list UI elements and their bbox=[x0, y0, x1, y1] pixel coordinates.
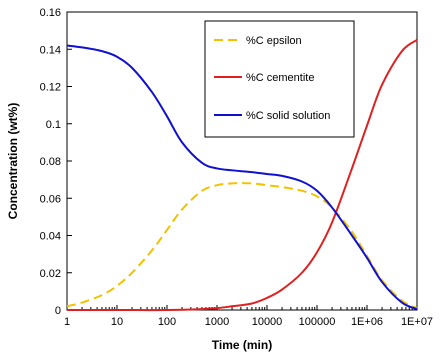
x-tick-label: 100 bbox=[158, 316, 176, 328]
y-tick-label: 0 bbox=[55, 305, 61, 317]
x-tick-label: 10 bbox=[111, 316, 123, 328]
y-tick-label: 0.08 bbox=[40, 156, 61, 168]
y-tick-label: 0.02 bbox=[40, 268, 61, 280]
x-tick-label: 1E+07 bbox=[401, 316, 433, 328]
series-line-0 bbox=[66, 182, 418, 310]
x-tick-label: 100000 bbox=[299, 316, 336, 328]
legend: %C epsilon %C cementite %C solid solution bbox=[204, 20, 355, 138]
x-axis-ticks: 1 10 100 1000 10000 100000 1E+06 1E+07 bbox=[64, 305, 433, 328]
series-line-2 bbox=[66, 44, 418, 311]
y-tick-label: 0.1 bbox=[46, 119, 61, 131]
y-tick-label: 0.16 bbox=[40, 7, 61, 19]
y-tick-label: 0.04 bbox=[40, 231, 61, 243]
y-tick-label: 0.06 bbox=[40, 193, 61, 205]
series-line-1 bbox=[67, 39, 418, 312]
y-tick-label: 0.12 bbox=[40, 82, 61, 94]
y-axis-ticks: 0 0.02 0.04 0.06 0.08 0.1 0.12 0.14 0.16 bbox=[40, 7, 72, 317]
y-axis-label: Concentration (wt%) bbox=[6, 103, 20, 220]
x-tick-label: 10000 bbox=[252, 316, 283, 328]
x-tick-label: 1 bbox=[64, 316, 70, 328]
legend-label-2: %C solid solution bbox=[246, 110, 330, 122]
legend-label-1: %C cementite bbox=[246, 72, 314, 84]
y-tick-label: 0.14 bbox=[40, 44, 61, 56]
series-layer bbox=[66, 39, 418, 312]
x-tick-label: 1E+06 bbox=[351, 316, 383, 328]
x-tick-label: 1000 bbox=[205, 316, 229, 328]
legend-label-0: %C epsilon bbox=[246, 35, 302, 47]
x-axis-label: Time (min) bbox=[212, 338, 272, 352]
